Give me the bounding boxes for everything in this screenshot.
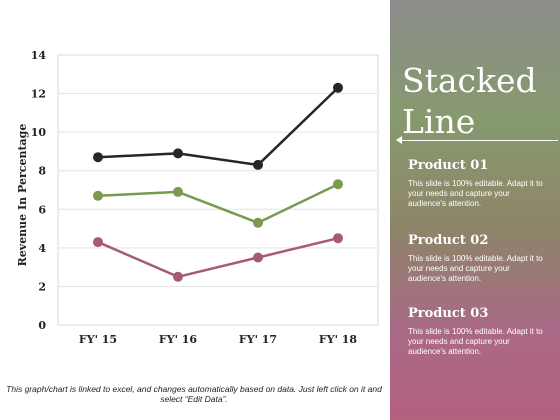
x-tick-label: FY' 16: [159, 333, 198, 346]
data-point: [253, 252, 263, 263]
y-tick-label: 4: [38, 242, 46, 255]
product-title: Product 03: [408, 306, 489, 321]
product-item: Product 01 This slide is 100% editable. …: [408, 158, 548, 209]
data-point: [333, 233, 343, 244]
product-item: Product 02 This slide is 100% editable. …: [408, 233, 548, 284]
x-tick-label: FY' 15: [79, 333, 117, 346]
plot-area-border: [57, 54, 379, 326]
sidebar-title: Stacked Line: [402, 61, 537, 141]
sidebar-divider: [396, 136, 558, 144]
data-point: [253, 159, 263, 170]
product-title: Product 01: [408, 158, 489, 173]
series-line-3: [97, 236, 339, 279]
y-axis-label: Revenue In Percentage: [16, 124, 29, 267]
data-point: [173, 148, 183, 159]
y-tick-label: 6: [38, 203, 46, 216]
y-tick-label: 14: [31, 49, 47, 62]
product-title: Product 02: [408, 233, 489, 248]
data-point: [173, 271, 183, 282]
series-line-2: [97, 183, 339, 225]
sidebar-panel: [390, 0, 560, 420]
data-point: [93, 237, 103, 248]
data-point: [333, 82, 343, 93]
line-chart: 0 2 4 6 8 10 12 14 FY' 15 FY' 16 FY' 17 FY' 18 Rev…: [16, 49, 379, 346]
product-desc: This slide is 100% editable. Adapt it to…: [408, 327, 543, 356]
x-tick-label: FY' 18: [319, 333, 358, 346]
data-point: [173, 186, 183, 197]
data-point: [333, 179, 343, 190]
product-desc: This slide is 100% editable. Adapt it to…: [408, 254, 543, 283]
y-tick-label: 2: [38, 280, 46, 293]
footnote: This graph/chart is linked to excel, and…: [6, 384, 382, 404]
y-tick-label: 8: [38, 165, 46, 178]
product-item: Product 03 This slide is 100% editable. …: [408, 306, 548, 357]
y-tick-label: 0: [38, 319, 46, 332]
y-tick-label: 10: [31, 126, 47, 139]
data-point: [253, 217, 263, 228]
x-tick-label: FY' 17: [239, 333, 277, 346]
y-tick-label: 12: [31, 88, 46, 101]
product-desc: This slide is 100% editable. Adapt it to…: [408, 179, 543, 208]
data-point: [93, 190, 103, 201]
series-line-1: [97, 86, 339, 167]
data-point: [93, 152, 103, 163]
